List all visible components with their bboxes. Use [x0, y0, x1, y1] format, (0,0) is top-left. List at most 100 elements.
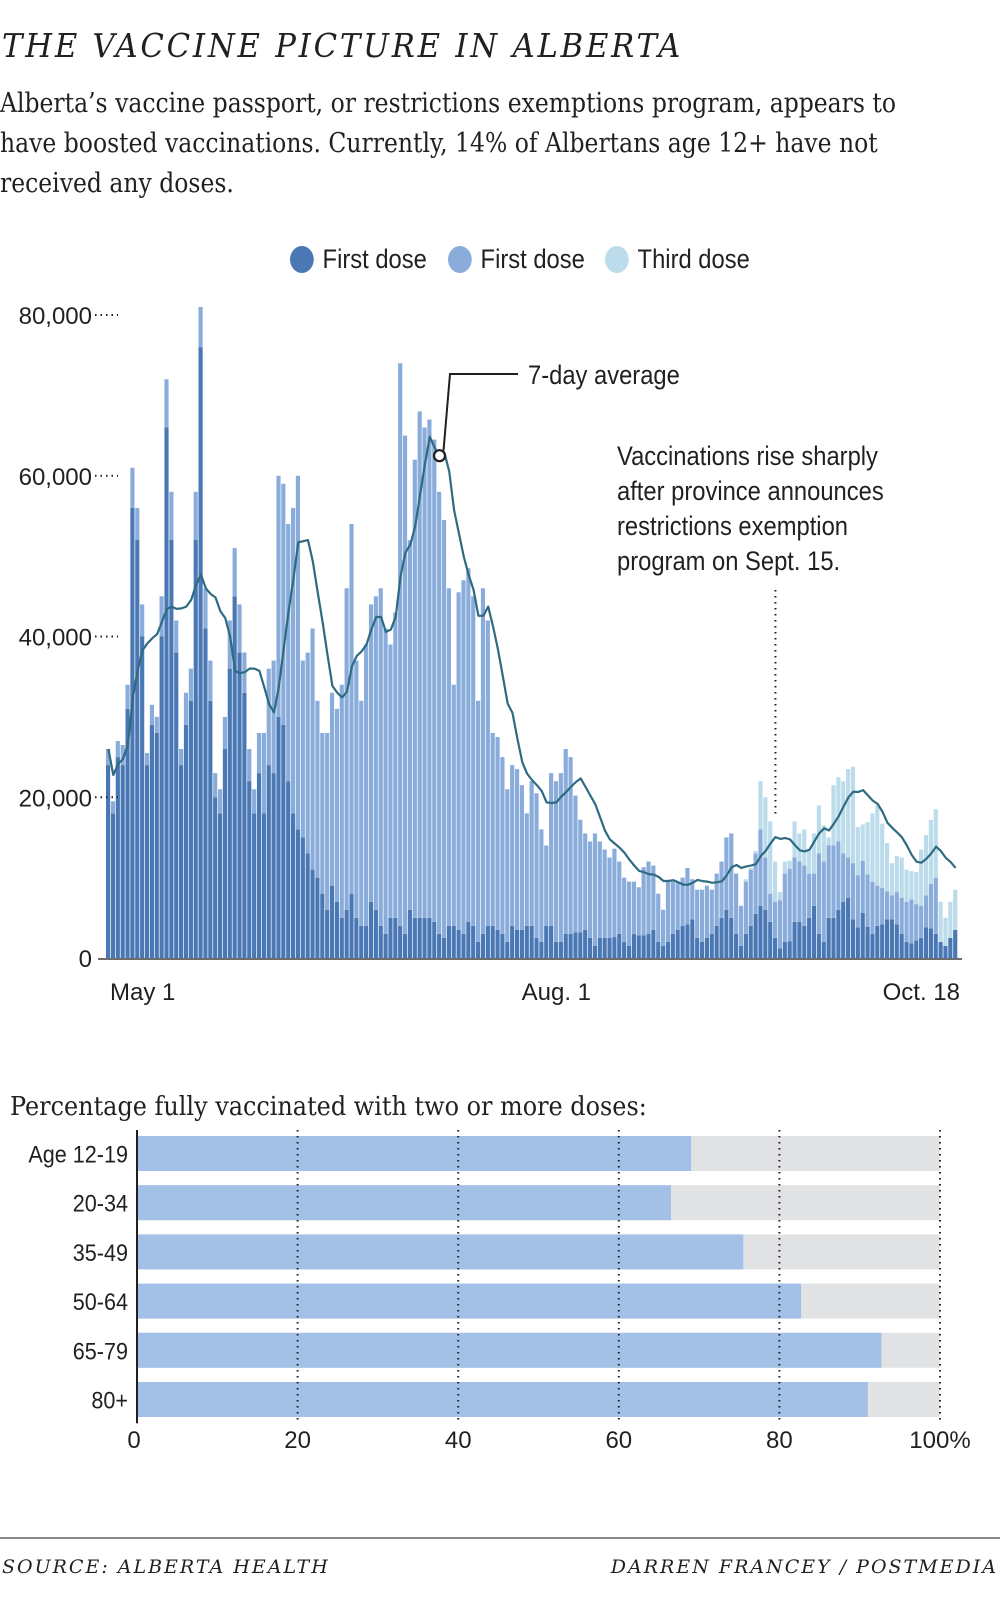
bar-segment-first-dose-mid	[792, 857, 797, 922]
bar-segment-first-dose-mid	[247, 749, 252, 782]
bar-segment-first-dose-mid	[407, 540, 413, 910]
bar-segment-first-dose-mid	[529, 781, 534, 926]
bar-segment-first-dose	[412, 917, 417, 958]
percent-category-label: 35-49	[73, 1239, 128, 1266]
bar-segment-first-dose-mid	[490, 732, 495, 926]
bar-segment-third-dose	[914, 872, 919, 905]
bar-segment-first-dose	[203, 628, 208, 958]
bar-segment-third-dose	[860, 824, 865, 861]
bar-segment-first-dose	[602, 937, 607, 958]
percent-vaccinated-chart: Age 12-19 20-34 35-49 50-64 65-79 80+ 0 20 40 60…	[28, 1130, 971, 1454]
bar-segment-first-dose	[563, 933, 568, 958]
bar-segment-third-dose	[850, 766, 856, 864]
average-callout-line	[442, 373, 518, 451]
percent-tick-label: 60	[605, 1427, 632, 1454]
bar-segment-first-dose-mid	[831, 845, 836, 918]
percent-tick-label: 0	[127, 1427, 140, 1454]
bar-segment-first-dose	[427, 917, 432, 958]
bar-segment-first-dose-mid	[451, 684, 456, 926]
bar-segment-first-dose	[349, 893, 354, 958]
bars-group	[106, 306, 958, 959]
bar-segment-first-dose-mid	[266, 668, 271, 766]
bar-segment-first-dose	[169, 540, 174, 958]
bar-segment-first-dose-mid	[729, 833, 734, 918]
bar-segment-first-dose-mid	[422, 427, 427, 918]
bar-segment-first-dose	[948, 937, 953, 958]
bar-segment-third-dose	[841, 781, 846, 854]
bar-segment-first-dose	[213, 797, 218, 958]
bar-segment-first-dose	[402, 933, 408, 958]
bar-segment-third-dose	[948, 901, 953, 938]
bar-segment-first-dose	[125, 708, 130, 958]
percent-chart-title: Percentage fully vaccinated with two or …	[10, 1092, 647, 1122]
percent-tick-label: 40	[445, 1427, 472, 1454]
bar-segment-first-dose	[777, 948, 783, 958]
percent-gridlines	[296, 1130, 941, 1424]
bar-segment-first-dose-mid	[344, 588, 349, 910]
bar-segment-first-dose	[695, 937, 700, 958]
bar-segment-first-dose	[154, 732, 159, 958]
bar-segment-first-dose	[344, 909, 349, 958]
bar-segment-first-dose	[748, 925, 753, 958]
x-tick-label: May 1	[110, 979, 175, 1006]
bar-segment-third-dose	[772, 861, 778, 902]
bar-segment-first-dose	[291, 813, 296, 958]
y-tick-label: 20,000	[19, 785, 92, 812]
bar-segment-first-dose-mid	[914, 904, 919, 941]
bar-segment-first-dose	[816, 933, 821, 958]
chart-title: THE VACCINE PICTURE IN ALBERTA	[2, 26, 684, 65]
bar-segment-first-dose	[354, 917, 359, 958]
percent-bar	[137, 1136, 692, 1171]
bar-segment-first-dose-mid	[612, 848, 617, 938]
bar-segment-first-dose-mid	[811, 873, 817, 906]
bar-segment-first-dose	[359, 925, 364, 958]
bar-segment-first-dose-mid	[651, 865, 656, 930]
bar-segment-first-dose-mid	[631, 881, 636, 934]
sept-15-annotation-line: program on Sept. 15.	[617, 547, 840, 577]
bar-segment-third-dose	[928, 819, 933, 885]
bar-segment-first-dose-mid	[188, 668, 193, 701]
bar-segment-first-dose	[115, 757, 120, 958]
bar-segment-first-dose-mid	[923, 895, 929, 928]
bar-segment-first-dose	[665, 941, 671, 958]
bar-segment-first-dose	[894, 924, 899, 958]
bar-segment-first-dose-mid	[709, 889, 714, 934]
percent-category-label: 50-64	[73, 1288, 129, 1315]
percent-category-label: 80+	[91, 1386, 128, 1413]
bar-segment-first-dose	[534, 937, 539, 958]
bar-segment-third-dose	[875, 805, 880, 886]
percent-bar	[137, 1185, 671, 1221]
bar-segment-first-dose-mid	[670, 881, 675, 934]
bar-segment-first-dose-mid	[291, 507, 296, 814]
bar-segment-first-dose-mid	[597, 841, 602, 938]
bar-segment-first-dose-mid	[412, 459, 417, 918]
bar-segment-first-dose-mid	[826, 845, 831, 918]
bar-segment-first-dose-mid	[256, 732, 262, 774]
bar-segment-first-dose	[417, 917, 422, 958]
bar-segment-third-dose	[748, 867, 753, 870]
bar-segment-first-dose	[188, 700, 193, 958]
bar-segment-first-dose-mid	[846, 857, 851, 898]
bar-segment-first-dose	[393, 917, 398, 958]
bar-segment-first-dose-mid	[471, 596, 476, 926]
bar-segment-first-dose-mid	[841, 853, 846, 902]
bar-segment-third-dose	[758, 781, 763, 830]
percent-category-label: Age 12-19	[28, 1140, 128, 1167]
bar-segment-third-dose	[894, 855, 899, 893]
bar-segment-first-dose-mid	[587, 841, 593, 938]
bar-segment-first-dose	[310, 869, 315, 958]
legend-item-first-dose-mid: First dose	[447, 244, 584, 275]
chart-subtitle: Alberta’s vaccine passport, or restricti…	[0, 88, 897, 199]
bar-segment-first-dose	[670, 933, 675, 958]
bar-segment-third-dose	[880, 823, 885, 889]
bar-segment-first-dose-mid	[213, 773, 218, 798]
bar-segment-first-dose	[860, 912, 865, 958]
bar-segment-third-dose	[831, 785, 836, 846]
bar-segment-first-dose-mid	[354, 660, 359, 918]
bar-segment-first-dose-mid	[373, 596, 378, 910]
bar-segment-first-dose	[441, 937, 447, 958]
percent-tick-label: 80	[766, 1427, 793, 1454]
bar-segment-first-dose-mid	[320, 732, 325, 894]
bar-segment-first-dose-mid	[295, 475, 301, 830]
sept-15-annotation-line: Vaccinations rise sharply	[617, 442, 878, 472]
